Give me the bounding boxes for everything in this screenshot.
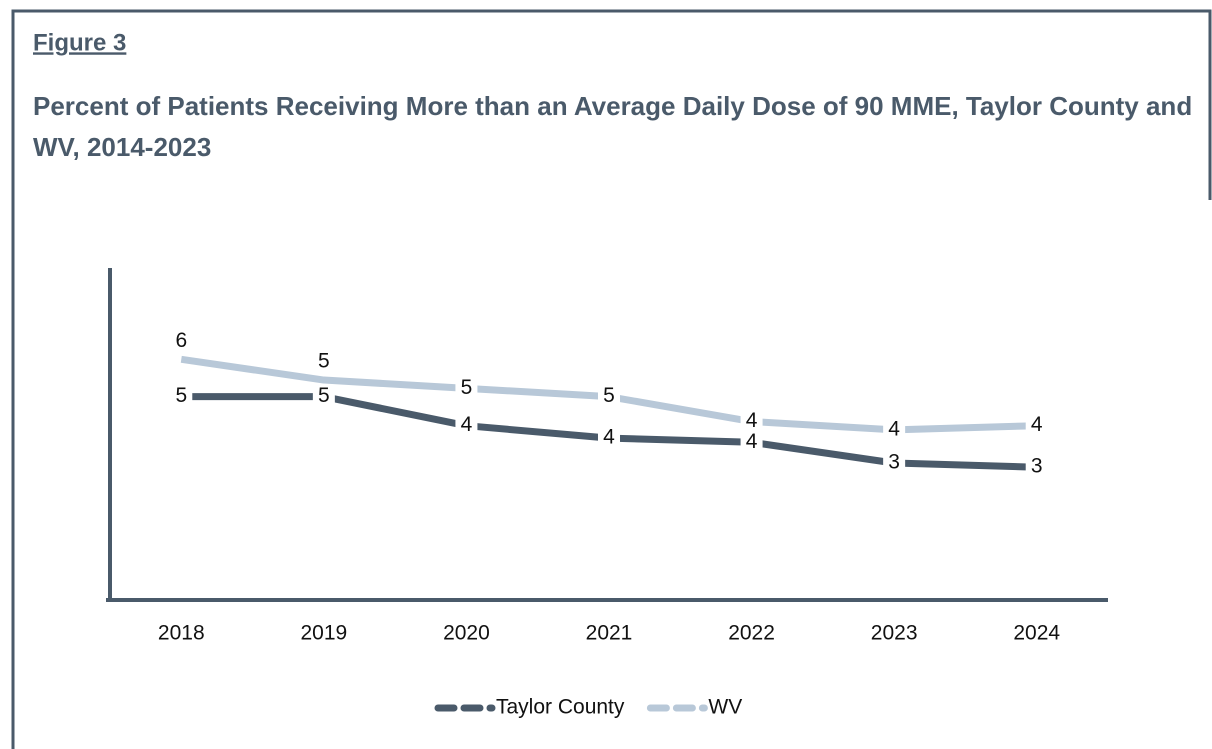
data-label-bg [455,413,478,438]
legend-label: Taylor County [496,696,625,719]
data-label: 4 [461,413,473,436]
x-tick-label: 2021 [586,622,633,645]
data-label-bg [598,384,620,409]
x-tick-label: 2024 [1013,622,1060,645]
data-label-bg [455,376,478,401]
data-label: 4 [746,430,758,453]
data-label: 4 [888,417,900,440]
data-label-bg [740,409,763,434]
title-box: Percent of Patients Receiving More than … [33,91,1193,162]
figure-label: Figure 3 [33,29,126,56]
x-tick-label: 2023 [871,622,918,645]
data-label: 5 [175,384,187,407]
x-tick-label: 2018 [158,622,205,645]
data-label: 4 [1031,413,1043,436]
data-label-bg [1025,413,1048,438]
x-tick-label: 2020 [443,622,490,645]
data-label: 5 [318,350,330,373]
x-tick-label: 2019 [300,622,347,645]
data-label: 6 [175,329,187,352]
legend-label: WV [708,696,742,719]
data-label-bg [1025,455,1048,480]
data-label-bg [883,451,906,476]
data-label-bg [312,350,335,375]
data-label-bg [170,384,193,409]
data-label-bg [170,329,193,354]
data-label: 5 [603,384,615,407]
data-label: 3 [1031,455,1043,478]
data-label: 5 [318,384,330,407]
x-tick-label: 2022 [728,622,775,645]
frame [11,9,1212,749]
data-label-bg [312,384,335,409]
data-label: 4 [746,409,758,432]
data-label-bg [740,430,763,455]
data-label-bg [883,417,906,442]
data-label: 3 [888,451,900,474]
data-label: 5 [461,376,473,399]
chart-title: Percent of Patients Receiving More than … [33,91,1193,162]
data-label: 4 [603,426,615,449]
data-label-bg [598,426,620,451]
